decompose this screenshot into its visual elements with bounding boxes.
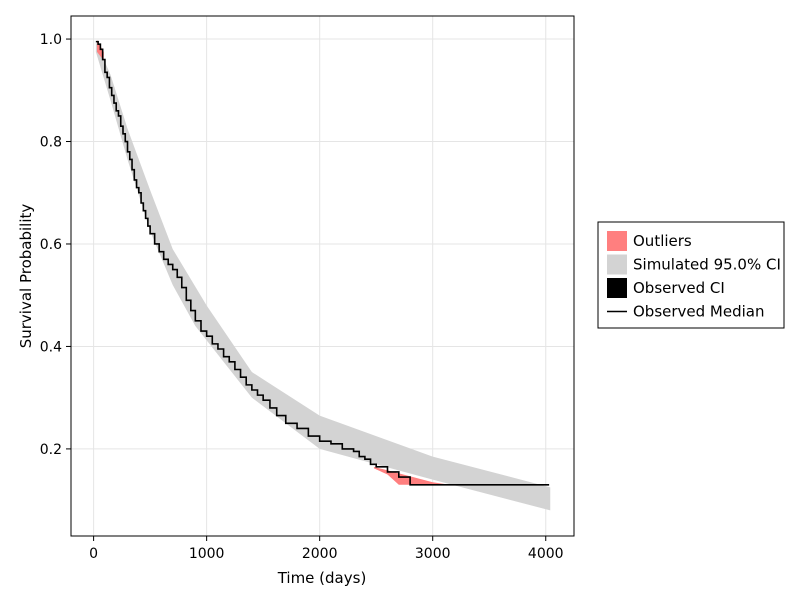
legend: Outliers Simulated 95.0% CI Observed CI Obs…: [597, 221, 785, 329]
legend-swatch: [607, 278, 627, 298]
y-tick-label: 1.0: [40, 32, 62, 48]
outliers-layer: [96, 40, 450, 485]
x-tick-label: 1000: [189, 546, 225, 562]
observed-median-line: [95, 40, 550, 486]
outlier-region: [373, 466, 450, 485]
legend-label: Observed Median: [633, 303, 765, 321]
legend-box: [597, 221, 785, 329]
simulated-ci-layer: [95, 41, 551, 511]
y-tick-label: 0.2: [40, 442, 62, 458]
x-tick-label: 2000: [302, 546, 338, 562]
x-tick-label: 0: [89, 546, 98, 562]
x-tick-label: 4000: [528, 546, 564, 562]
grid-layer: [71, 16, 574, 536]
y-tick-label: 0.6: [40, 237, 62, 253]
simulated-ci-band: [95, 41, 551, 511]
legend-swatch: [607, 231, 627, 251]
y-tick-label: 0.8: [40, 135, 62, 151]
y-axis-ticks: 0.2 0.4 0.6 0.8 1.0: [40, 32, 71, 458]
legend-swatch: [607, 254, 627, 275]
x-axis-ticks: 0 1000 2000 3000 4000: [89, 536, 564, 562]
legend-label: Observed CI: [633, 279, 725, 297]
y-axis-title: Survival Probability: [17, 204, 35, 349]
legend-label: Simulated 95.0% CI: [633, 256, 781, 274]
x-axis-title: Time (days): [277, 569, 367, 587]
x-tick-label: 3000: [415, 546, 451, 562]
legend-label: Outliers: [633, 232, 692, 250]
plot-frame: [70, 15, 575, 537]
observed-median-layer: [95, 40, 550, 486]
y-tick-label: 0.4: [40, 339, 62, 355]
